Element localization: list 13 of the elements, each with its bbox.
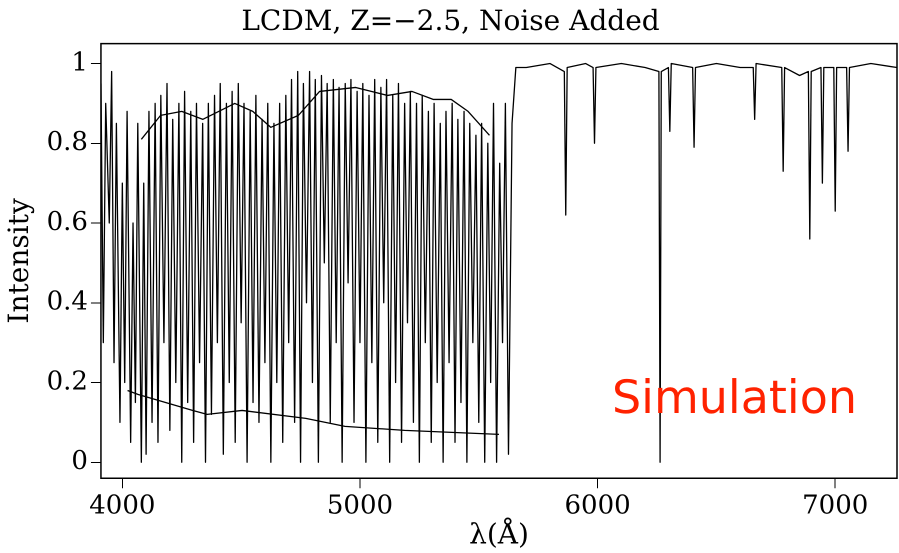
x-tick-label: 6000	[564, 490, 631, 521]
y-axis-title: Intensity	[2, 198, 36, 324]
y-tick-label: 0	[71, 446, 88, 476]
chart-title: LCDM, Z=−2.5, Noise Added	[241, 4, 660, 38]
y-tick-label: 0.4	[46, 286, 88, 317]
y-tick-label: 1	[71, 47, 88, 78]
x-axis-title: λ(Å)	[469, 517, 529, 550]
x-tick-label: 4000	[89, 490, 156, 521]
y-tick-label: 0.6	[46, 206, 88, 237]
x-tick-label: 7000	[802, 490, 868, 521]
x-tick-label: 5000	[326, 490, 394, 521]
y-tick-label: 0.8	[46, 127, 88, 158]
y-tick-label: 0.2	[46, 366, 88, 396]
